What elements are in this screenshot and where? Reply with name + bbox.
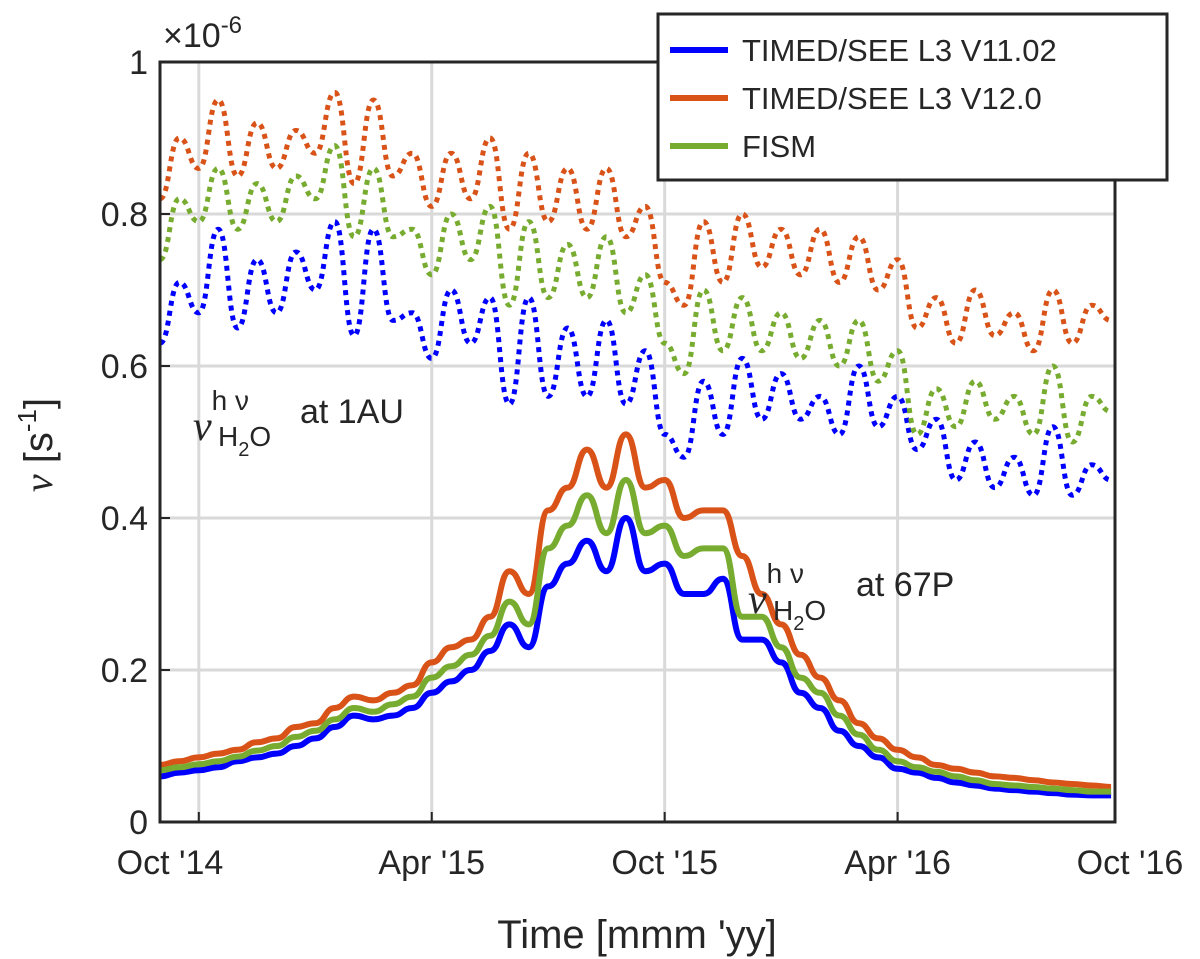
series-layer	[158, 89, 1112, 799]
annotation-1au-sub-h: H	[218, 421, 238, 452]
series-1au-timed-see-l3-v11-02	[158, 219, 1112, 498]
x-tick-label: Oct '14	[117, 844, 224, 882]
y-tick-label: 0.2	[101, 652, 148, 690]
y-tick-label: 0.4	[101, 500, 148, 538]
x-tick-label: Oct '15	[611, 844, 718, 882]
legend-label: TIMED/SEE L3 V11.02	[742, 33, 1057, 68]
x-tick-label: Apr '15	[378, 844, 485, 882]
svg-text:ν [s-1]: ν [s-1]	[12, 398, 61, 492]
annotation-1au-sub: H2O	[218, 421, 271, 461]
y-label-unit: [s	[17, 432, 61, 463]
legend-box	[656, 12, 1169, 182]
annotation-1au-sub-o: O	[249, 421, 271, 452]
legend: TIMED/SEE L3 V11.02 TIMED/SEE L3 V12.0 FIS…	[656, 12, 1169, 182]
annotation-67p-sub-h: H	[773, 595, 793, 626]
y-scale-factor: ×10-6	[163, 12, 242, 55]
legend-label: TIMED/SEE L3 V12.0	[742, 81, 1042, 116]
annotation-67p-symbol: ν	[748, 577, 767, 623]
series-1au-timed-see-l3-v12-0	[158, 89, 1112, 354]
annotation-67p-text: at 67P	[856, 566, 954, 604]
annotation-67p-sup: h ν	[767, 558, 804, 589]
x-axis-label: Time [mmm 'yy]	[497, 913, 776, 957]
y-scale-prefix: ×10	[163, 17, 221, 55]
series-1au-fism	[158, 143, 1112, 445]
annotation-1au-symbol: ν	[193, 404, 212, 450]
x-tick-label: Apr '16	[844, 844, 951, 882]
y-label-close: ]	[17, 398, 61, 409]
series-67p-fism	[159, 477, 1112, 795]
annotation-1au: νh ν	[193, 385, 249, 450]
ticks: Oct '14 Apr '15 Oct '15 Apr '16 Oct '16 0 0.2 0…	[101, 44, 1184, 882]
annotation-1au-sub-2: 2	[238, 439, 249, 461]
annotation-1au-text: at 1AU	[300, 393, 404, 431]
annotation-67p-sub-2: 2	[793, 613, 804, 635]
series-67p-timed-see-l3-v11-02	[159, 515, 1112, 799]
y-tick-label: 0	[129, 804, 148, 842]
axes-box	[158, 60, 1117, 824]
y-axis-label: ν [s-1]	[12, 398, 61, 492]
y-tick-label: 0.6	[101, 348, 148, 386]
annotation-67p-sub-o: O	[804, 595, 826, 626]
y-scale-exponent: -6	[221, 12, 242, 39]
annotation-67p-sub: H2O	[773, 595, 826, 635]
y-tick-label: 0.8	[101, 196, 148, 234]
series-67p-timed-see-l3-v12-0	[159, 431, 1112, 790]
y-tick-label: 1	[129, 44, 148, 82]
y-label-exponent: -1	[12, 409, 42, 432]
y-label-symbol: ν	[16, 474, 61, 492]
annotation-67p: νh ν	[748, 558, 804, 623]
x-tick-label: Oct '16	[1077, 844, 1184, 882]
legend-items: TIMED/SEE L3 V11.02 TIMED/SEE L3 V12.0 FIS…	[670, 33, 1057, 164]
annotation-1au-sup: h ν	[212, 385, 249, 416]
legend-label: FISM	[742, 129, 816, 164]
